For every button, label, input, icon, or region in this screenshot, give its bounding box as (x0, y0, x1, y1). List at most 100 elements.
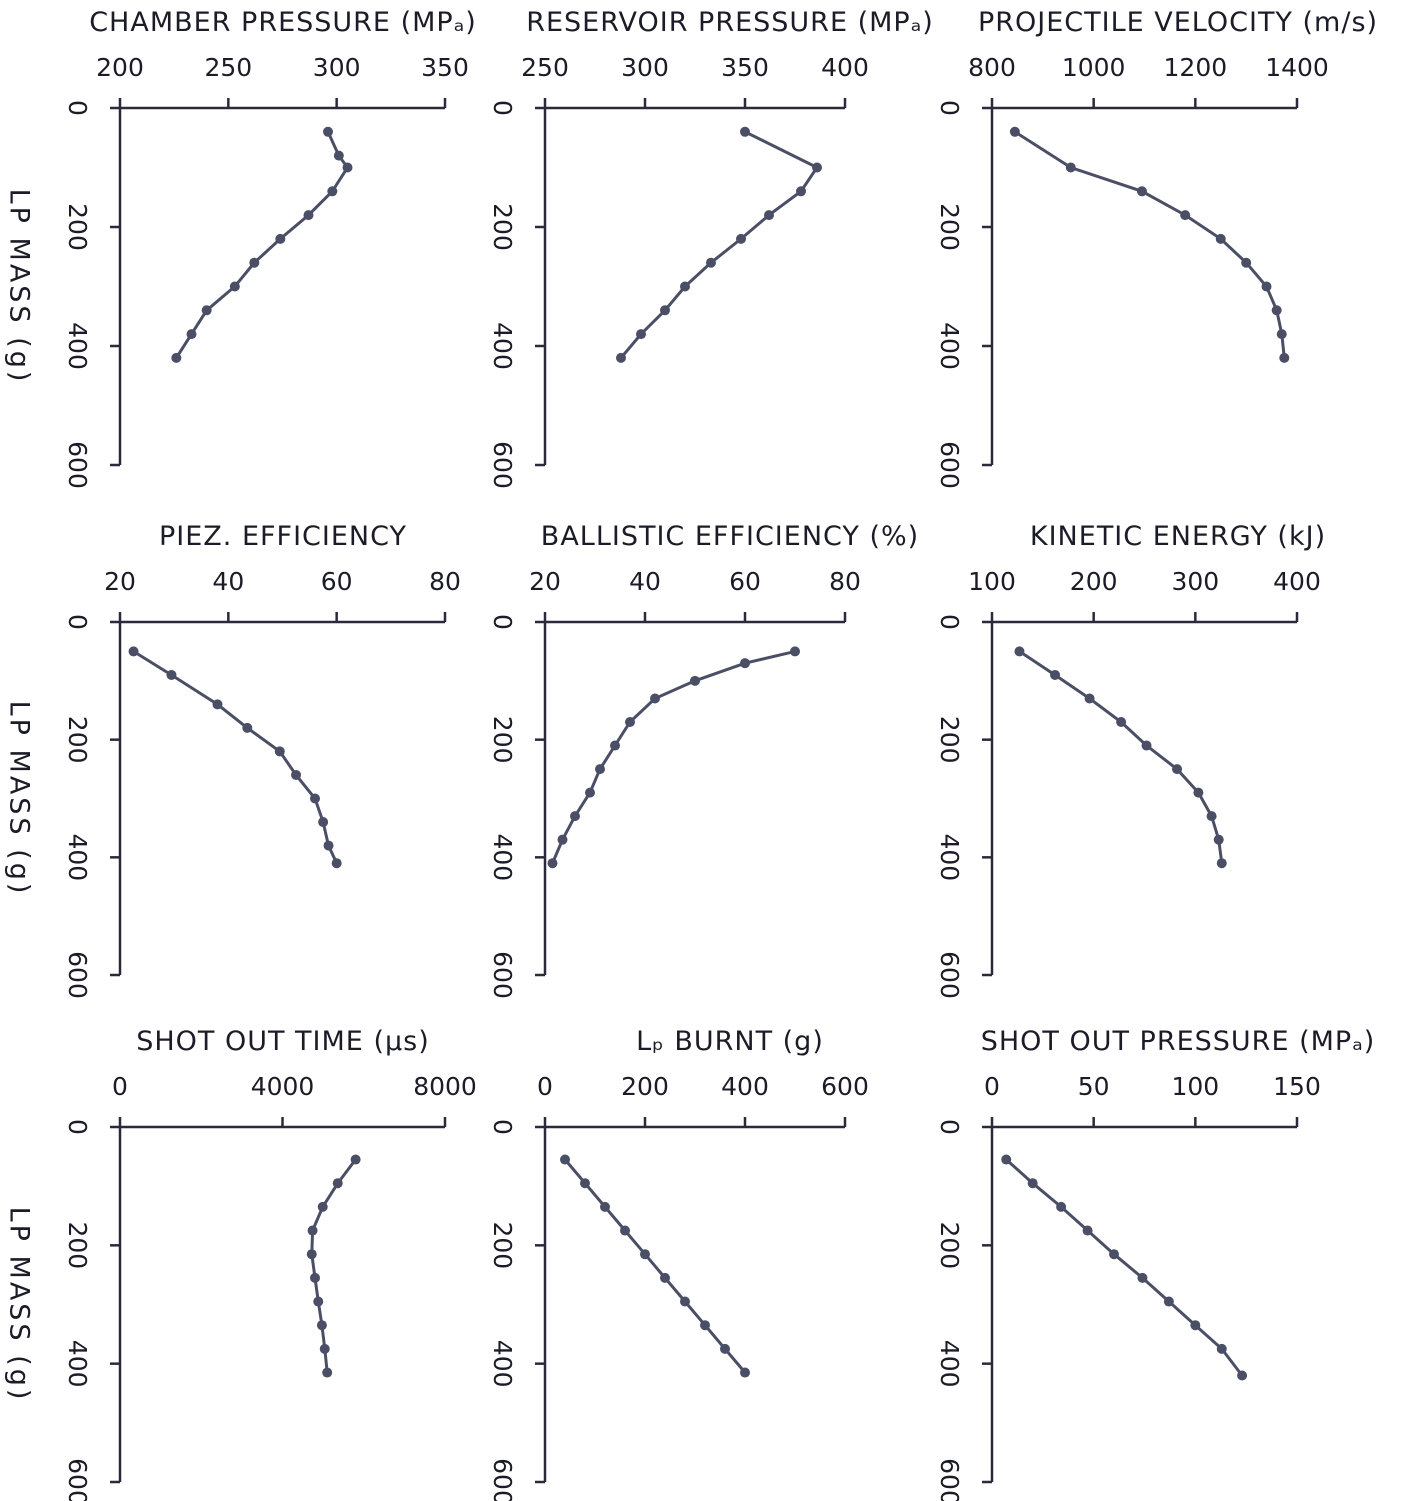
data-point (620, 1225, 630, 1236)
x-tick-label: 800 (968, 53, 1016, 82)
data-point (313, 1296, 324, 1307)
y-tick-label: 0 (488, 614, 517, 630)
data-point (249, 257, 260, 268)
data-point (1172, 764, 1183, 775)
data-point (332, 1178, 343, 1189)
data-point (331, 858, 342, 869)
series-line (175, 131, 350, 359)
data-point (600, 1201, 610, 1212)
data-point (1109, 1249, 1119, 1260)
x-tick-label: 200 (621, 1072, 669, 1101)
data-point (171, 352, 182, 363)
y-tick-label: 200 (488, 716, 517, 764)
y-tick-label: 600 (488, 441, 517, 489)
series-line (563, 1158, 747, 1374)
x-tick-label: 400 (1273, 567, 1321, 596)
data-point (1056, 1201, 1067, 1212)
data-point (1014, 646, 1025, 657)
data-point (186, 329, 197, 340)
data-point (242, 722, 253, 733)
data-point (333, 150, 344, 161)
y-tick-label: 200 (488, 1221, 517, 1269)
x-tick-label: 80 (429, 567, 461, 596)
data-point (350, 1154, 361, 1165)
data-point (740, 658, 750, 669)
x-tick-label: 300 (621, 53, 669, 82)
data-point (1116, 717, 1127, 728)
data-point (625, 717, 635, 728)
data-point (660, 1272, 670, 1283)
data-point (547, 858, 558, 869)
data-point (610, 740, 620, 751)
chart-title: CHAMBER PRESSURE (MPₐ) (89, 7, 477, 38)
chart-title: BALLISTIC EFFICIENCY (%) (541, 521, 919, 552)
x-tick-label: 100 (1171, 1072, 1219, 1101)
y-axis-label: LP MASS (g) (4, 701, 35, 897)
data-point (580, 1178, 590, 1189)
data-point (201, 305, 212, 316)
data-point (229, 281, 240, 292)
y-axis-label: LP MASS (g) (4, 1207, 35, 1403)
data-point (650, 693, 660, 704)
x-tick-label: 40 (629, 567, 661, 596)
x-tick-label: 4000 (251, 1072, 315, 1101)
data-point (1206, 811, 1217, 822)
data-point (307, 1225, 318, 1236)
x-tick-label: 400 (821, 53, 869, 82)
data-point (342, 162, 353, 173)
data-point (790, 646, 800, 657)
data-point (1082, 1225, 1093, 1236)
data-point (1193, 787, 1204, 798)
data-point (1009, 126, 1020, 137)
chart-title: KINETIC ENERGY (kJ) (1030, 521, 1326, 552)
y-tick-label: 200 (63, 1221, 92, 1269)
x-tick-label: 300 (1171, 567, 1219, 596)
x-tick-label: 400 (721, 1072, 769, 1101)
y-tick-label: 600 (63, 951, 92, 999)
x-tick-label: 8000 (413, 1072, 477, 1101)
data-point (1271, 305, 1282, 316)
y-tick-label: 200 (935, 1221, 964, 1269)
data-point (640, 1249, 650, 1260)
y-tick-label: 600 (63, 1458, 92, 1501)
data-point (166, 669, 177, 680)
data-point (291, 769, 302, 780)
y-tick-label: 400 (488, 322, 517, 370)
y-tick-label: 400 (935, 1340, 964, 1388)
y-tick-label: 600 (488, 951, 517, 999)
y-tick-label: 0 (488, 100, 517, 116)
series-line (551, 649, 796, 864)
data-point (1163, 1296, 1174, 1307)
data-point (212, 699, 223, 710)
data-point (720, 1343, 730, 1354)
data-point (1261, 281, 1272, 292)
y-tick-label: 600 (63, 441, 92, 489)
chart-title: PROJECTILE VELOCITY (m/s) (978, 7, 1378, 38)
x-tick-label: 1200 (1164, 53, 1228, 82)
data-point (680, 281, 690, 292)
data-point (740, 1367, 750, 1378)
data-point (1136, 186, 1147, 197)
data-point (1215, 233, 1226, 244)
data-point (310, 1272, 320, 1283)
x-tick-label: 20 (529, 567, 561, 596)
data-point (557, 834, 568, 845)
chart-panel-9: SHOT OUT PRESSURE (MPₐ) 0 50 100 150 0 200 400 6… (935, 1026, 1376, 1501)
data-point (323, 126, 333, 137)
data-point (1137, 1272, 1148, 1283)
y-tick-label: 400 (935, 833, 964, 881)
y-tick-label: 0 (935, 100, 964, 116)
data-point (323, 840, 334, 851)
data-point (310, 793, 320, 804)
series-line (1018, 650, 1224, 864)
y-axis-label: LP MASS (g) (4, 189, 35, 385)
chart-panel-7: SHOT OUT TIME (μs) 0 4000 8000 0 200 400 600 LP … (4, 1026, 477, 1501)
x-tick-label: 0 (984, 1072, 1000, 1101)
x-tick-label: 1000 (1062, 53, 1126, 82)
y-tick-label: 600 (935, 951, 964, 999)
series-line (132, 650, 339, 864)
data-point (316, 1320, 327, 1331)
data-point (740, 126, 750, 137)
data-point (1237, 1370, 1248, 1381)
chart-title: SHOT OUT PRESSURE (MPₐ) (981, 1026, 1376, 1057)
